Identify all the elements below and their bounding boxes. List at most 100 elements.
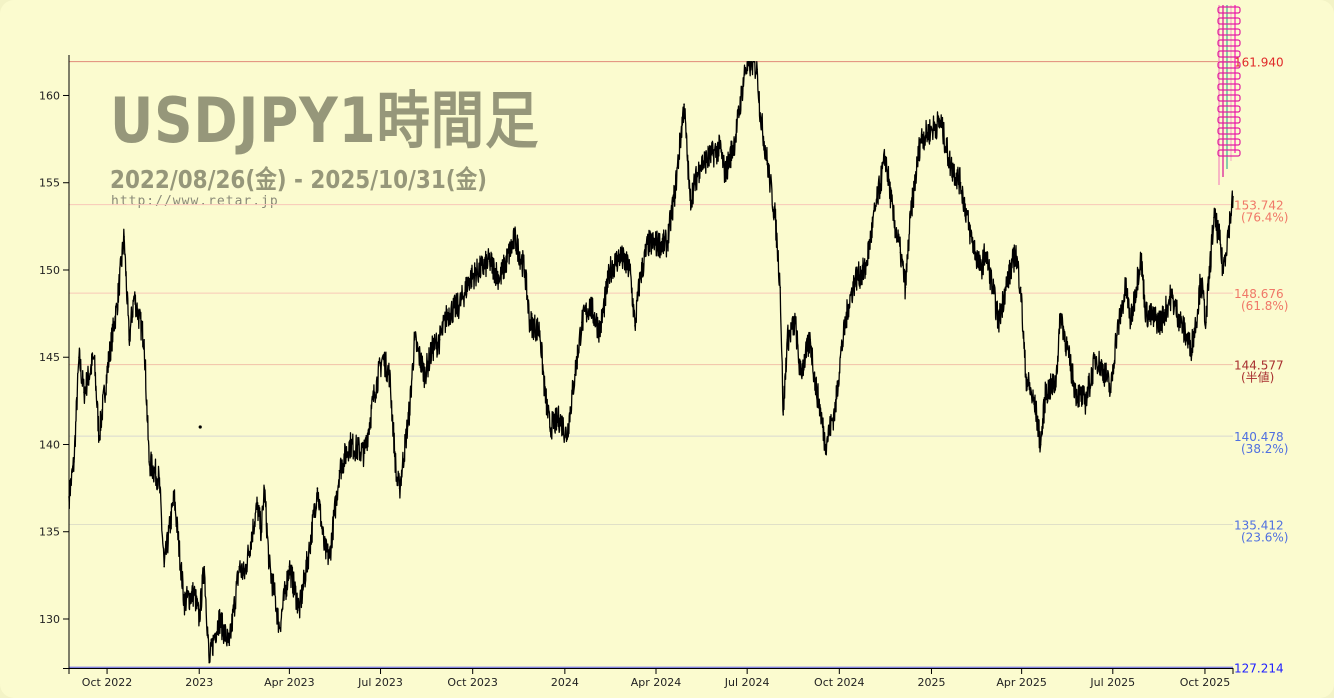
price-point [744, 68, 746, 71]
price-point [919, 138, 922, 140]
fib-value-label: 161.940 [1234, 56, 1284, 70]
fib-value-label: 127.214 [1234, 662, 1284, 676]
x-tick-label: Jul 2023 [357, 676, 403, 689]
price-point [782, 414, 785, 416]
price-point [238, 565, 241, 568]
chart-subtitle: 2022/08/26(金) - 2025/10/31(金) [110, 165, 487, 194]
price-point [1067, 356, 1070, 359]
price-point [128, 338, 130, 341]
price-point [528, 321, 531, 324]
price-point [751, 61, 753, 64]
price-point [629, 269, 631, 271]
price-point [689, 199, 691, 201]
price-point [1034, 408, 1037, 411]
price-point [904, 286, 907, 289]
fib-percent-label: (61.8%) [1241, 299, 1288, 313]
price-point [939, 120, 942, 123]
price-point [158, 478, 160, 481]
price-point [899, 251, 902, 254]
annotation-mark [1217, 61, 1241, 69]
y-tick-label: 155 [39, 177, 60, 190]
x-tick-label: 2024 [551, 676, 579, 689]
price-point [348, 443, 351, 446]
price-point [824, 443, 827, 446]
price-point [979, 269, 982, 271]
price-point [328, 557, 331, 559]
price-point [1222, 269, 1224, 271]
fib-percent-label: (半値) [1241, 370, 1274, 385]
price-point [83, 391, 85, 393]
price-series [68, 60, 1234, 664]
price-point [1218, 234, 1220, 236]
price-point [1014, 251, 1017, 254]
price-point [133, 295, 135, 297]
price-point [1208, 277, 1210, 280]
price-point [203, 565, 206, 568]
outlier-point [198, 425, 202, 429]
price-point [549, 426, 551, 428]
price-point [997, 321, 1000, 324]
fib-value-label: 153.742 [1234, 199, 1284, 213]
price-point [268, 565, 271, 568]
price-point [819, 408, 822, 411]
price-point [581, 321, 583, 324]
fib-value-label: 135.412 [1234, 519, 1284, 533]
price-point [381, 356, 384, 359]
price-point [1180, 321, 1182, 324]
price-point [854, 277, 857, 280]
price-point [1145, 312, 1147, 315]
price-point [78, 356, 80, 359]
price-point [395, 478, 398, 481]
price-point [1130, 321, 1132, 324]
price-point [423, 373, 426, 376]
price-point [193, 592, 196, 594]
price-point [1170, 295, 1172, 297]
fib-value-label: 140.478 [1234, 430, 1284, 444]
price-point [413, 338, 416, 341]
price-point [834, 408, 837, 411]
price-point [756, 68, 758, 71]
price-line [68, 60, 1234, 664]
annotation-mark [1217, 28, 1241, 36]
price-point [759, 112, 761, 114]
x-tick-label: Oct 2022 [82, 676, 133, 689]
annotation-mark [1217, 105, 1241, 113]
x-tick-label: 2025 [917, 676, 945, 689]
x-tick-label: 2023 [185, 676, 213, 689]
price-point [719, 147, 721, 149]
annotation-mark [1217, 149, 1241, 157]
price-point [786, 338, 789, 341]
y-tick-label: 130 [39, 613, 60, 626]
price-point [148, 461, 150, 463]
price-point [1044, 391, 1047, 393]
price-point [683, 103, 685, 106]
price-point [1059, 312, 1062, 315]
x-tick-label: Apr 2025 [996, 676, 1047, 689]
price-point [1114, 338, 1117, 341]
price-point [273, 592, 276, 594]
annotation-mark [1217, 94, 1241, 102]
price-point [892, 216, 895, 219]
price-point [278, 626, 281, 629]
price-point [794, 321, 797, 324]
price-point [814, 382, 817, 385]
price-point [98, 434, 100, 437]
price-point [1213, 216, 1215, 219]
price-point [647, 243, 649, 245]
price-point [316, 487, 319, 489]
price-point [599, 330, 601, 332]
price-point [609, 269, 611, 271]
price-point [363, 452, 366, 455]
price-point [884, 155, 887, 158]
price-point [1160, 321, 1162, 324]
price-point [984, 251, 987, 254]
price-point [544, 391, 546, 393]
price-point [198, 618, 201, 620]
price-point [73, 461, 75, 463]
price-point [929, 129, 932, 132]
price-point [874, 208, 877, 210]
price-point [1140, 255, 1142, 257]
x-tick-label: Jul 2025 [1089, 676, 1135, 689]
price-point [619, 255, 621, 257]
price-point [243, 574, 246, 577]
